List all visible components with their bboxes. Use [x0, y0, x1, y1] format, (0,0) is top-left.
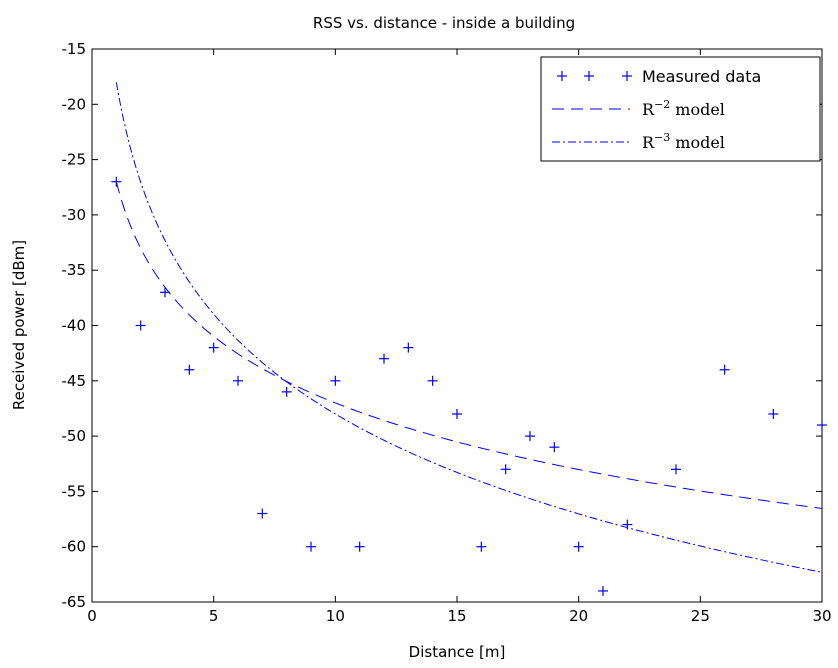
x-tick-label: 10 — [326, 607, 345, 625]
legend-label-r2: R−2 model — [642, 98, 725, 119]
y-tick-label: -65 — [62, 593, 87, 611]
legend-entry-measured: Measured data — [557, 67, 761, 86]
series-layer — [111, 82, 827, 596]
data-point-measured — [573, 541, 584, 552]
y-tick-label: -25 — [62, 151, 87, 169]
data-point-measured — [184, 364, 195, 375]
x-tick-label: 30 — [812, 607, 831, 625]
y-tick-label: -35 — [62, 261, 87, 279]
data-point-measured — [208, 342, 219, 353]
legend-marker-plus-2 — [584, 71, 594, 81]
legend-label-measured: Measured data — [642, 67, 761, 86]
data-point-measured — [622, 519, 633, 530]
data-point-measured — [135, 320, 146, 331]
tick-layer: 0 5 10 15 20 25 30 -65 -60 -55 -50 -45 -40 -35 -30 -25 -… — [62, 40, 832, 625]
legend-entry-r2: R−2 model — [552, 98, 725, 119]
series-line-r3-model — [115, 82, 823, 573]
data-point-measured — [452, 408, 462, 419]
data-point-measured — [233, 375, 243, 386]
data-point-measured — [257, 508, 268, 519]
x-tick-label: 20 — [569, 607, 588, 625]
y-axis-label: Received power [dBm] — [10, 240, 28, 410]
legend: Measured data R−2 model R−3 model — [540, 56, 821, 162]
x-tick-label: 25 — [691, 607, 710, 625]
data-point-measured — [671, 464, 681, 475]
legend-r2-suffix: model — [675, 100, 725, 119]
y-tick-label: -45 — [62, 372, 87, 390]
data-point-measured — [427, 375, 438, 386]
data-point-measured — [598, 585, 608, 596]
data-point-measured — [403, 342, 414, 353]
y-tick-label: -15 — [62, 40, 87, 58]
legend-entry-r3: R−3 model — [552, 131, 725, 152]
data-point-measured — [281, 386, 292, 397]
series-line-r2-model — [115, 181, 823, 509]
y-tick-label: -50 — [62, 427, 87, 445]
x-tick-label: 5 — [209, 607, 219, 625]
y-tick-label: -30 — [62, 206, 87, 224]
data-point-measured — [768, 408, 779, 419]
data-point-measured — [160, 287, 170, 298]
data-point-measured — [111, 176, 122, 187]
data-point-measured — [525, 431, 535, 442]
data-point-measured — [549, 442, 560, 453]
legend-box — [540, 56, 821, 162]
y-tick-label: -40 — [62, 317, 87, 335]
legend-r2-exp: −2 — [654, 98, 670, 111]
y-tick-label: -55 — [62, 482, 87, 500]
legend-marker-plus-1 — [557, 71, 567, 81]
data-point-measured — [354, 541, 365, 552]
data-point-measured — [476, 541, 487, 552]
x-tick-label: 15 — [447, 607, 466, 625]
x-tick-label: 0 — [87, 607, 97, 625]
legend-marker-plus-3 — [622, 71, 632, 81]
legend-r3-exp: −3 — [654, 131, 670, 144]
data-point-measured — [500, 464, 511, 475]
data-point-measured — [379, 353, 389, 364]
chart-title: RSS vs. distance - inside a building — [313, 14, 575, 32]
data-point-measured — [306, 541, 316, 552]
plot-area: 0 5 10 15 20 25 30 -65 -60 -55 -50 -45 -40 -35 -30 -25 -… — [62, 40, 832, 625]
legend-r3-base: R — [642, 133, 655, 152]
x-axis-label: Distance [m] — [409, 643, 506, 661]
legend-r3-suffix: model — [675, 133, 725, 152]
y-tick-label: -20 — [62, 95, 87, 113]
data-point-measured — [817, 420, 827, 431]
y-tick-label: -60 — [62, 538, 87, 556]
data-point-measured — [719, 364, 730, 375]
data-point-measured — [330, 375, 341, 386]
legend-r2-base: R — [642, 100, 655, 119]
legend-label-r3: R−3 model — [642, 131, 725, 152]
